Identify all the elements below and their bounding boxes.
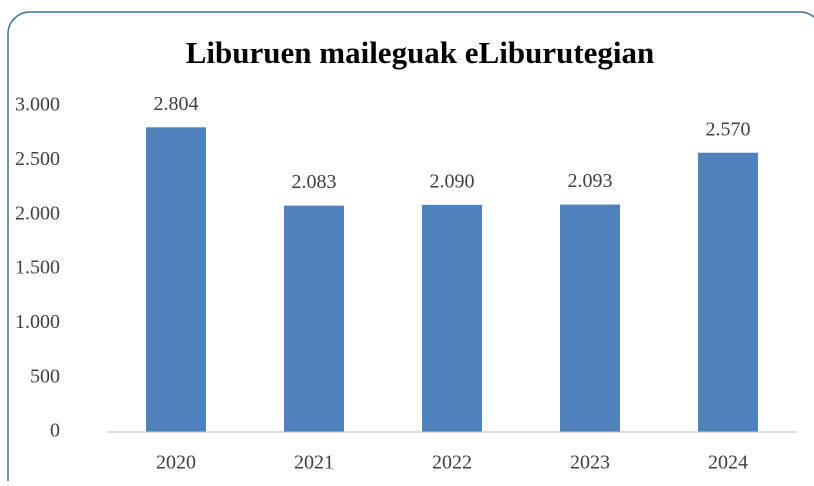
x-tick-label: 2024 (708, 452, 748, 474)
value-label: 2.093 (568, 170, 613, 192)
y-tick-label: 500 (30, 365, 60, 387)
y-tick-label: 1.500 (15, 257, 60, 279)
y-tick-label: 2.500 (15, 148, 60, 170)
chart-title: Liburuen maileguak eLiburutegian (186, 35, 655, 70)
value-label: 2.090 (430, 170, 475, 192)
x-tick-label: 2021 (294, 452, 334, 474)
x-tick-label: 2023 (570, 452, 610, 474)
bar (146, 127, 206, 432)
bar (698, 152, 758, 432)
y-tick-label: 1.000 (15, 311, 60, 333)
y-tick-label: 2.000 (15, 202, 60, 224)
bar (422, 204, 482, 432)
x-tick-label: 2020 (156, 452, 196, 474)
value-label: 2.804 (154, 93, 199, 115)
y-tick-label: 0 (50, 420, 60, 442)
y-tick-label: 3.000 (15, 94, 60, 116)
chart-border (7, 11, 814, 486)
bar (284, 205, 344, 432)
x-tick-label: 2022 (432, 452, 472, 474)
value-label: 2.570 (706, 118, 751, 140)
bar (560, 204, 620, 432)
value-label: 2.083 (292, 171, 337, 193)
